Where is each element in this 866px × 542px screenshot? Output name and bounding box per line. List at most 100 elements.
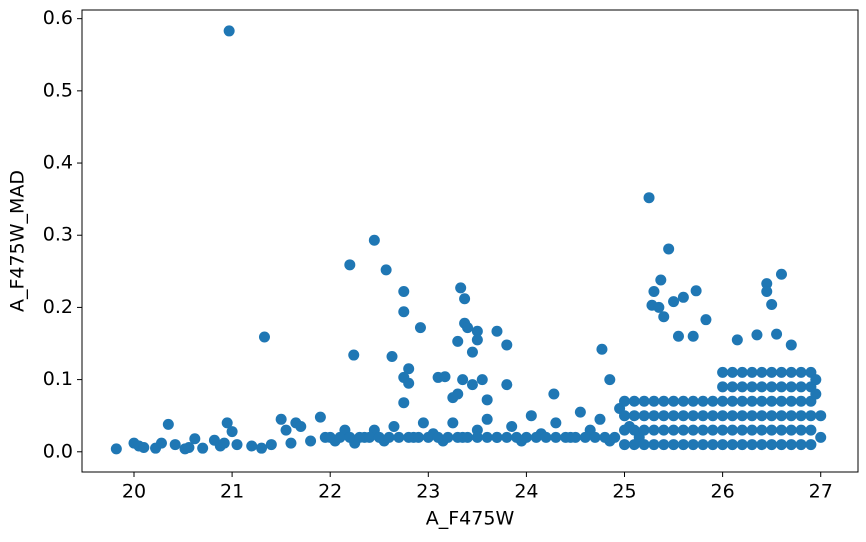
point xyxy=(110,443,122,455)
point xyxy=(344,431,356,443)
point xyxy=(548,388,560,400)
x-tick-label: 24 xyxy=(514,481,538,503)
point xyxy=(707,410,719,422)
point xyxy=(785,410,797,422)
point xyxy=(697,410,709,422)
point xyxy=(795,366,807,378)
point xyxy=(638,439,650,451)
point xyxy=(258,331,270,343)
point xyxy=(466,346,478,358)
point xyxy=(707,439,719,451)
point xyxy=(756,395,768,407)
point xyxy=(275,413,287,425)
point xyxy=(785,424,797,436)
y-tick-label: 0.3 xyxy=(43,224,73,246)
point xyxy=(756,439,768,451)
point xyxy=(412,431,424,443)
point xyxy=(677,291,689,303)
point xyxy=(491,431,503,443)
point xyxy=(417,417,429,429)
point xyxy=(619,439,631,451)
point xyxy=(653,301,665,313)
point xyxy=(525,410,537,422)
point xyxy=(717,381,729,393)
point xyxy=(766,439,778,451)
point xyxy=(295,421,307,433)
x-axis-label: A_F475W xyxy=(426,508,515,530)
point xyxy=(452,335,464,347)
point xyxy=(481,431,493,443)
y-tick-label: 0.5 xyxy=(43,79,73,101)
point xyxy=(766,410,778,422)
point xyxy=(403,431,415,443)
point xyxy=(501,431,513,443)
point xyxy=(815,431,827,443)
point xyxy=(596,343,608,355)
point xyxy=(442,431,454,443)
point xyxy=(324,431,336,443)
point xyxy=(638,424,650,436)
point xyxy=(805,424,817,436)
point xyxy=(403,363,415,375)
point xyxy=(414,322,426,334)
point xyxy=(687,410,699,422)
point xyxy=(138,441,150,453)
point xyxy=(717,439,729,451)
point xyxy=(560,431,572,443)
point xyxy=(672,330,684,342)
point xyxy=(775,381,787,393)
point xyxy=(643,192,655,204)
point xyxy=(766,366,778,378)
point xyxy=(363,431,375,443)
point xyxy=(221,417,233,429)
point xyxy=(447,417,459,429)
point xyxy=(455,282,467,294)
point xyxy=(668,424,680,436)
point xyxy=(638,410,650,422)
point xyxy=(746,381,758,393)
point xyxy=(707,424,719,436)
point xyxy=(223,25,235,37)
point xyxy=(736,410,748,422)
point xyxy=(668,410,680,422)
point xyxy=(746,424,758,436)
point xyxy=(761,278,773,290)
point xyxy=(687,330,699,342)
point xyxy=(736,366,748,378)
point xyxy=(756,410,768,422)
y-tick-label: 0.0 xyxy=(43,440,73,462)
point xyxy=(697,439,709,451)
point xyxy=(658,424,670,436)
point xyxy=(619,424,631,436)
point xyxy=(746,410,758,422)
point xyxy=(334,431,346,443)
point xyxy=(775,268,787,280)
x-tick-label: 23 xyxy=(416,481,440,503)
point xyxy=(569,431,581,443)
point xyxy=(481,394,493,406)
point xyxy=(619,395,631,407)
point xyxy=(638,395,650,407)
point xyxy=(668,395,680,407)
point xyxy=(687,424,699,436)
point xyxy=(736,395,748,407)
point xyxy=(628,395,640,407)
point xyxy=(663,243,675,255)
point xyxy=(256,442,268,454)
point xyxy=(386,351,398,362)
point xyxy=(579,431,591,443)
point xyxy=(785,366,797,378)
point xyxy=(231,439,243,451)
point xyxy=(501,379,513,391)
point xyxy=(471,325,483,337)
point xyxy=(354,431,366,443)
point xyxy=(756,381,768,393)
point xyxy=(658,410,670,422)
point xyxy=(810,388,822,400)
point xyxy=(751,329,763,341)
point xyxy=(265,439,277,451)
point xyxy=(717,395,729,407)
point xyxy=(305,435,317,447)
point xyxy=(432,431,444,443)
